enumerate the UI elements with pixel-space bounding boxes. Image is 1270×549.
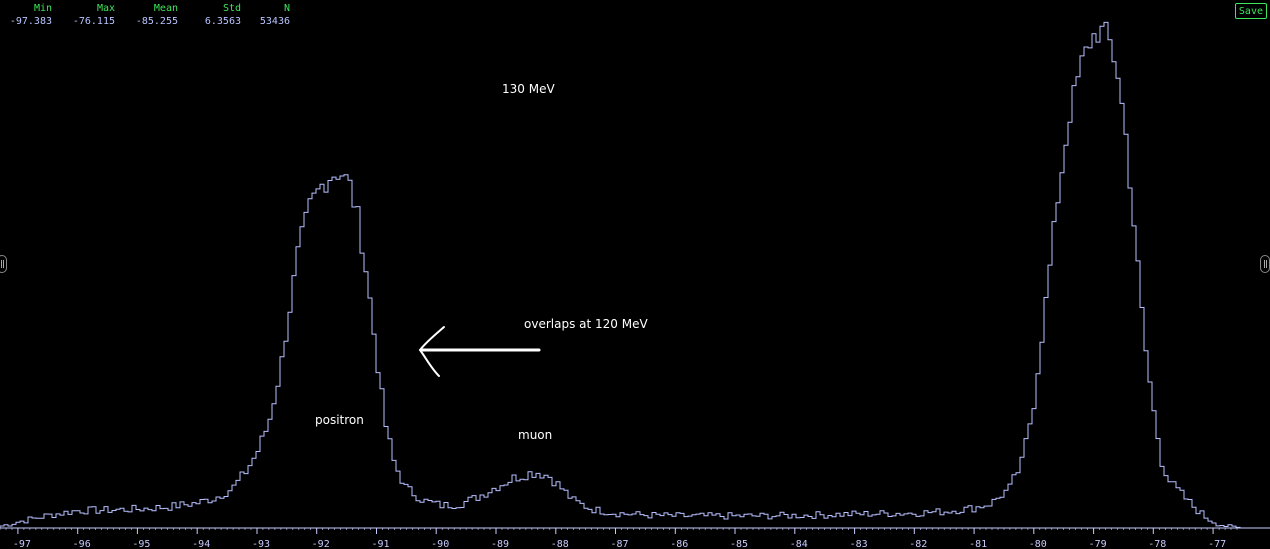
x-tick-label: -81	[969, 539, 987, 549]
stat-mean: Mean -85.255	[118, 2, 178, 28]
stat-max: Max -76.115	[55, 2, 115, 28]
x-tick-label: -88	[551, 539, 569, 549]
x-tick-label: -85	[730, 539, 748, 549]
stat-header-max: Max	[96, 3, 115, 14]
x-tick-label: -84	[790, 539, 808, 549]
positron-label: positron	[315, 413, 364, 427]
stat-std: Std 6.3563	[181, 2, 241, 28]
stat-n: N 53436	[230, 2, 290, 28]
energy-label: 130 MeV	[502, 82, 555, 96]
stat-value-max: -76.115	[72, 16, 115, 27]
x-tick-label: -97	[13, 539, 31, 549]
x-tick-label: -82	[909, 539, 927, 549]
x-tick-label: -86	[670, 539, 688, 549]
hand-drawn-arrow	[418, 326, 541, 377]
overlap-label: overlaps at 120 MeV	[524, 317, 648, 331]
stat-header-min: Min	[33, 3, 52, 14]
save-button[interactable]: Save	[1234, 3, 1267, 19]
histogram-line	[0, 21, 1241, 528]
stat-value-min: -97.383	[9, 16, 52, 27]
x-tick-label: -80	[1029, 539, 1047, 549]
stat-min: Min -97.383	[0, 2, 52, 28]
x-tick-label: -87	[610, 539, 628, 549]
stat-header-mean: Mean	[153, 3, 178, 14]
stat-header-n: N	[283, 3, 290, 14]
x-tick-label: -90	[431, 539, 449, 549]
left-resize-handle[interactable]	[0, 255, 7, 273]
histogram-series	[0, 21, 1241, 528]
x-axis-tick-labels: -97 -96 -95 -94 -93 -92 -91 -90 -89 -88 -87 -86 -85 -…	[13, 539, 1226, 549]
stat-value-std: 6.3563	[204, 16, 241, 27]
right-resize-handle[interactable]	[1260, 255, 1270, 273]
x-axis-ticks	[0, 528, 1238, 534]
x-tick-label: -94	[192, 539, 210, 549]
x-tick-label: -89	[491, 539, 509, 549]
x-tick-label: -93	[252, 539, 270, 549]
stat-header-std: Std	[222, 3, 241, 14]
x-tick-label: -96	[73, 539, 91, 549]
x-tick-label: -95	[132, 539, 150, 549]
stat-value-mean: -85.255	[135, 16, 178, 27]
stat-value-n: 53436	[259, 16, 290, 27]
x-tick-label: -92	[312, 539, 330, 549]
muon-label: muon	[518, 428, 553, 442]
x-tick-label: -83	[850, 539, 868, 549]
x-tick-label: -79	[1089, 539, 1107, 549]
x-tick-label: -91	[371, 539, 389, 549]
x-tick-label: -77	[1208, 539, 1226, 549]
x-tick-label: -78	[1148, 539, 1166, 549]
